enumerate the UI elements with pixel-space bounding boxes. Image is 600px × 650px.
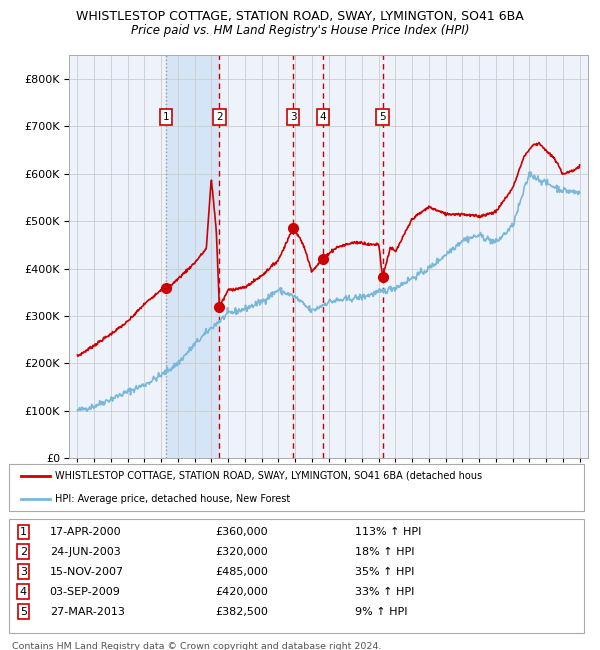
- Text: HPI: Average price, detached house, New Forest: HPI: Average price, detached house, New …: [55, 495, 291, 504]
- Text: 33% ↑ HPI: 33% ↑ HPI: [355, 587, 415, 597]
- Text: 24-JUN-2003: 24-JUN-2003: [50, 547, 121, 557]
- Text: WHISTLESTOP COTTAGE, STATION ROAD, SWAY, LYMINGTON, SO41 6BA (detached hous: WHISTLESTOP COTTAGE, STATION ROAD, SWAY,…: [55, 471, 482, 480]
- Text: 2: 2: [20, 547, 27, 557]
- Text: 27-MAR-2013: 27-MAR-2013: [50, 606, 125, 616]
- Text: Contains HM Land Registry data © Crown copyright and database right 2024.
This d: Contains HM Land Registry data © Crown c…: [12, 642, 381, 650]
- FancyBboxPatch shape: [9, 519, 584, 632]
- Text: 1: 1: [20, 527, 27, 537]
- Text: 1: 1: [163, 112, 169, 122]
- Text: WHISTLESTOP COTTAGE, STATION ROAD, SWAY, LYMINGTON, SO41 6BA: WHISTLESTOP COTTAGE, STATION ROAD, SWAY,…: [76, 10, 524, 23]
- Text: 18% ↑ HPI: 18% ↑ HPI: [355, 547, 415, 557]
- Text: 9% ↑ HPI: 9% ↑ HPI: [355, 606, 408, 616]
- Text: 03-SEP-2009: 03-SEP-2009: [50, 587, 121, 597]
- Text: 2: 2: [216, 112, 223, 122]
- FancyBboxPatch shape: [9, 463, 584, 512]
- Text: 113% ↑ HPI: 113% ↑ HPI: [355, 527, 422, 537]
- Text: £320,000: £320,000: [215, 547, 268, 557]
- Text: 3: 3: [20, 567, 27, 577]
- Bar: [166, 55, 220, 458]
- Text: 35% ↑ HPI: 35% ↑ HPI: [355, 567, 415, 577]
- Text: Price paid vs. HM Land Registry's House Price Index (HPI): Price paid vs. HM Land Registry's House …: [131, 24, 469, 37]
- Text: £360,000: £360,000: [215, 527, 268, 537]
- Text: £485,000: £485,000: [215, 567, 268, 577]
- Text: 5: 5: [379, 112, 386, 122]
- Text: 4: 4: [20, 587, 27, 597]
- Text: £382,500: £382,500: [215, 606, 268, 616]
- Text: 5: 5: [20, 606, 27, 616]
- Text: £420,000: £420,000: [215, 587, 268, 597]
- Text: 17-APR-2000: 17-APR-2000: [50, 527, 121, 537]
- Text: 3: 3: [290, 112, 296, 122]
- Text: 15-NOV-2007: 15-NOV-2007: [50, 567, 124, 577]
- Text: 4: 4: [320, 112, 326, 122]
